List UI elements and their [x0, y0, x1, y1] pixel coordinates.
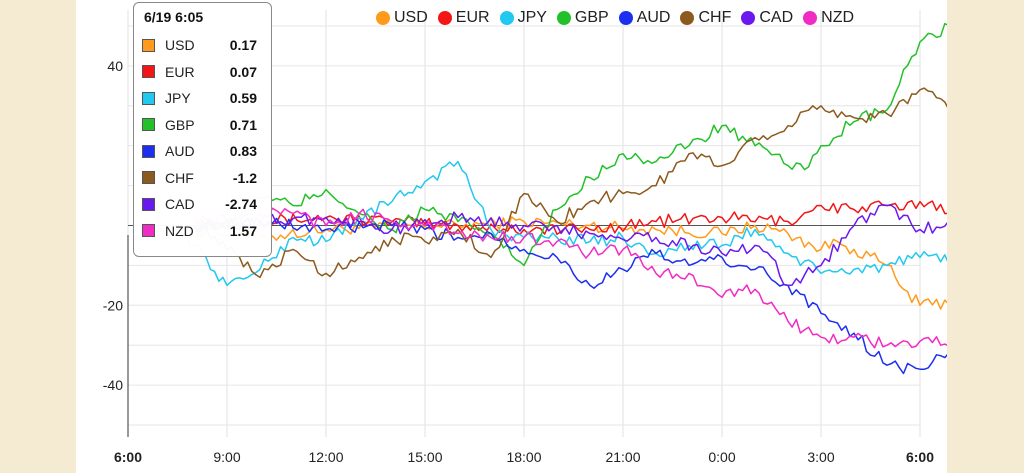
tooltip-value: 0.83: [229, 143, 257, 160]
legend-item-usd[interactable]: USD: [376, 9, 428, 27]
tooltip-swatch: [142, 144, 155, 158]
x-tick-label: 6:00: [906, 449, 934, 465]
legend-label: USD: [394, 9, 428, 26]
legend-swatch: [499, 11, 514, 25]
y-tick-label: 40: [107, 58, 123, 74]
legend-item-eur[interactable]: EUR: [437, 9, 490, 27]
series-line-cad: [193, 203, 947, 287]
tooltip-currency: AUD: [165, 143, 195, 160]
x-tick-label: 3:00: [807, 449, 834, 465]
tooltip-currency: USD: [165, 37, 195, 54]
x-tick-label: 12:00: [308, 449, 343, 465]
tooltip-row-chf: CHF -1.2: [142, 165, 263, 192]
tooltip-value: 0.17: [229, 37, 257, 54]
tooltip-currency: NZD: [165, 222, 194, 239]
tooltip-row-aud: AUD 0.83: [142, 138, 263, 165]
series-line-nzd: [193, 207, 947, 349]
chart-canvas[interactable]: 6:00 9:00 12:00 15:00 18:00 21:00 0:00 3:00 6:00…: [76, 0, 947, 473]
y-tick-label: -20: [103, 297, 123, 313]
tooltip-row-usd: USD 0.17: [142, 32, 263, 59]
x-tick-label: 15:00: [407, 449, 442, 465]
legend-item-aud[interactable]: AUD: [618, 9, 671, 27]
tooltip-value: 0.07: [229, 63, 257, 80]
legend-label: GBP: [574, 9, 609, 26]
legend-label: NZD: [821, 9, 855, 26]
legend-label: CHF: [698, 9, 732, 26]
tooltip-time: 6/19 6:05: [144, 9, 204, 25]
legend-label: JPY: [517, 9, 547, 26]
tooltip-swatch: [142, 38, 155, 52]
tooltip-swatch: [142, 91, 155, 105]
legend-swatch: [437, 11, 452, 25]
legend-item-gbp[interactable]: GBP: [556, 9, 609, 27]
legend-item-cad[interactable]: CAD: [741, 9, 793, 27]
series-line-aud: [193, 217, 947, 375]
tooltip-swatch: [142, 197, 155, 211]
tooltip-swatch: [142, 171, 155, 185]
tooltip-currency: EUR: [165, 63, 195, 80]
legend-swatch: [376, 11, 390, 25]
tooltip-value: -1.2: [232, 169, 257, 186]
tooltip-swatch: [142, 65, 155, 79]
tooltip-currency: CHF: [165, 169, 194, 186]
x-tick-label: 6:00: [114, 449, 142, 465]
x-tick-label: 18:00: [506, 449, 541, 465]
legend-swatch: [680, 11, 695, 25]
series-line-eur: [193, 199, 947, 236]
tooltip-row-jpy: JPY 0.59: [142, 85, 263, 112]
tooltip-currency: CAD: [165, 196, 195, 213]
legend-label: AUD: [636, 9, 671, 26]
x-tick-label: 21:00: [605, 449, 640, 465]
legend-swatch: [618, 11, 633, 25]
chart-panel: 6:00 9:00 12:00 15:00 18:00 21:00 0:00 3:00 6:00…: [76, 0, 947, 473]
y-tick-label: -40: [103, 377, 123, 393]
value-tooltip: 6/19 6:05 USD 0.17 EUR 0.07 JPY 0.59 GBP 0.71 AU…: [133, 2, 272, 257]
tooltip-swatch: [142, 224, 155, 238]
tooltip-value: 0.59: [229, 90, 257, 107]
tooltip-currency: GBP: [165, 116, 195, 133]
chart-legend: USD EUR JPY GBP AUD CHF CAD NZD: [376, 6, 854, 30]
legend-swatch: [803, 11, 818, 25]
x-tick-label: 0:00: [708, 449, 735, 465]
axis-layer: 6:00 9:00 12:00 15:00 18:00 21:00 0:00 3:00 6:00…: [103, 58, 934, 465]
legend-label: EUR: [455, 9, 490, 26]
tooltip-row-nzd: NZD 1.57: [142, 218, 263, 245]
series-line-chf: [193, 87, 947, 279]
x-tick-label: 9:00: [213, 449, 240, 465]
tooltip-row-gbp: GBP 0.71: [142, 112, 263, 139]
legend-item-nzd[interactable]: NZD: [803, 9, 854, 27]
series-layer: [176, 22, 947, 375]
legend-swatch: [556, 11, 571, 25]
tooltip-value: -2.74: [225, 196, 257, 213]
legend-swatch: [741, 11, 756, 25]
legend-label: CAD: [759, 9, 794, 26]
tooltip-swatch: [142, 118, 155, 132]
tooltip-row-eur: EUR 0.07: [142, 59, 263, 86]
legend-item-chf[interactable]: CHF: [680, 9, 731, 27]
tooltip-currency: JPY: [165, 90, 191, 107]
series-line-gbp: [193, 22, 947, 267]
tooltip-row-cad: CAD -2.74: [142, 191, 263, 218]
legend-item-jpy[interactable]: JPY: [499, 9, 547, 27]
tooltip-value: 1.57: [229, 222, 257, 239]
series-line-usd: [193, 216, 947, 310]
tooltip-rows: USD 0.17 EUR 0.07 JPY 0.59 GBP 0.71 AUD 0.83 CHF -1…: [142, 32, 263, 244]
tooltip-value: 0.71: [229, 116, 257, 133]
